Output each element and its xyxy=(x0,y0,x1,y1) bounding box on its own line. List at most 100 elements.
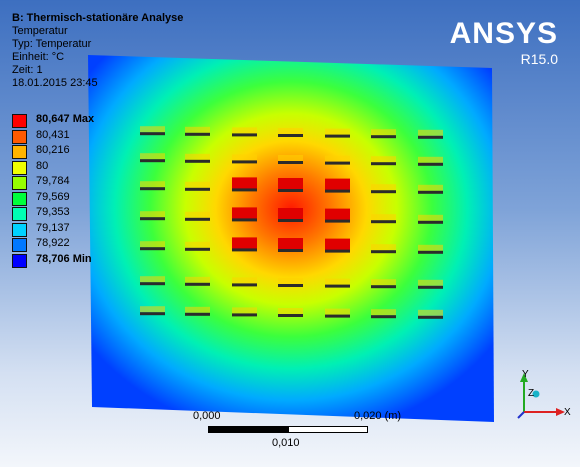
legend-label: 79,784 xyxy=(36,175,70,187)
component-body xyxy=(232,207,257,220)
component-body xyxy=(418,279,443,286)
component-edge xyxy=(278,284,303,287)
component-body xyxy=(371,279,396,286)
component-edge xyxy=(232,313,257,317)
component-edge xyxy=(418,220,443,224)
component-edge xyxy=(418,190,443,194)
component-edge xyxy=(371,315,396,319)
component-body xyxy=(278,278,303,284)
component-edge xyxy=(418,162,443,166)
component-edge xyxy=(278,134,303,137)
component-edge xyxy=(325,249,350,253)
component-body xyxy=(418,214,443,221)
component-body xyxy=(185,126,210,133)
component-body xyxy=(325,238,350,251)
ansys-logo: ANSYS R15.0 xyxy=(450,18,558,68)
component-body xyxy=(418,184,443,191)
component-edge xyxy=(325,189,350,193)
coordinate-triad[interactable]: Y Z X xyxy=(508,368,572,424)
z-axis-label: Z xyxy=(528,388,535,399)
component-edge xyxy=(185,312,210,316)
legend-label: 79,569 xyxy=(36,190,70,203)
result-type: Typ: Temperatur xyxy=(12,38,92,50)
component-edge xyxy=(418,285,443,289)
component-edge xyxy=(278,219,303,222)
component-body xyxy=(278,128,303,134)
component-body xyxy=(232,277,257,284)
component-body xyxy=(418,309,443,316)
component-edge xyxy=(232,218,257,222)
legend-label: 78,706 Min xyxy=(36,252,92,265)
legend-color-swatch xyxy=(12,253,27,268)
scale-mid-label: 0,010 xyxy=(272,437,300,449)
component-edge xyxy=(140,312,165,316)
component-body xyxy=(371,244,396,251)
component-body xyxy=(140,241,165,248)
component-edge xyxy=(325,284,350,288)
component-edge xyxy=(371,135,396,139)
component-body xyxy=(278,308,303,314)
component-edge xyxy=(278,314,303,317)
component-edge xyxy=(278,161,303,164)
legend-color-swatch xyxy=(12,114,27,128)
legend-label: 79,353 xyxy=(36,206,70,218)
component-body xyxy=(371,156,396,163)
result-unit: Einheit: °C xyxy=(12,51,65,63)
component-body xyxy=(371,129,396,136)
component-edge xyxy=(232,133,257,137)
component-body xyxy=(278,208,303,220)
legend-label: 80,647 Max xyxy=(36,113,95,125)
legend-label: 80,431 xyxy=(36,128,70,141)
component-body xyxy=(418,129,443,136)
component-edge xyxy=(185,217,210,221)
component-body xyxy=(232,177,257,190)
component-body xyxy=(418,244,443,251)
component-body xyxy=(185,181,210,188)
component-edge xyxy=(140,187,165,191)
y-axis-label: Y xyxy=(522,369,529,380)
component-body xyxy=(418,156,443,163)
component-edge xyxy=(371,250,396,254)
result-info: B: Thermisch-stationäre Analyse Temperat… xyxy=(12,12,183,90)
result-name: Temperatur xyxy=(12,25,68,37)
legend-label: 80,216 xyxy=(36,144,70,156)
component-body xyxy=(140,153,165,160)
legend-color-swatch xyxy=(12,145,27,159)
component-edge xyxy=(185,132,210,136)
heat-sources xyxy=(140,126,443,319)
component-edge xyxy=(325,314,350,318)
component-body xyxy=(232,154,257,161)
component-body xyxy=(278,178,303,190)
logo-version: R15.0 xyxy=(520,51,558,67)
component-body xyxy=(371,309,396,316)
component-edge xyxy=(418,250,443,254)
component-body xyxy=(232,127,257,134)
component-body xyxy=(185,241,210,248)
legend-color-swatch xyxy=(12,191,27,206)
component-body xyxy=(140,211,165,218)
component-edge xyxy=(140,217,165,221)
component-body xyxy=(185,153,210,160)
component-edge xyxy=(185,159,210,163)
component-edge xyxy=(418,315,443,319)
component-edge xyxy=(371,190,396,194)
x-axis-label: X xyxy=(564,407,571,418)
component-body xyxy=(278,155,303,161)
legend-color-swatch xyxy=(12,238,27,252)
component-body xyxy=(325,308,350,315)
result-time: Zeit: 1 xyxy=(12,64,43,76)
component-edge xyxy=(371,162,396,166)
component-edge xyxy=(232,160,257,164)
component-edge xyxy=(371,285,396,289)
component-body xyxy=(232,307,257,314)
component-body xyxy=(185,276,210,283)
component-edge xyxy=(232,283,257,287)
component-edge xyxy=(185,187,210,191)
legend-color-swatch xyxy=(12,207,27,221)
component-edge xyxy=(140,132,165,136)
component-body xyxy=(325,278,350,285)
component-body xyxy=(325,128,350,135)
component-body xyxy=(371,184,396,191)
component-edge xyxy=(232,248,257,252)
